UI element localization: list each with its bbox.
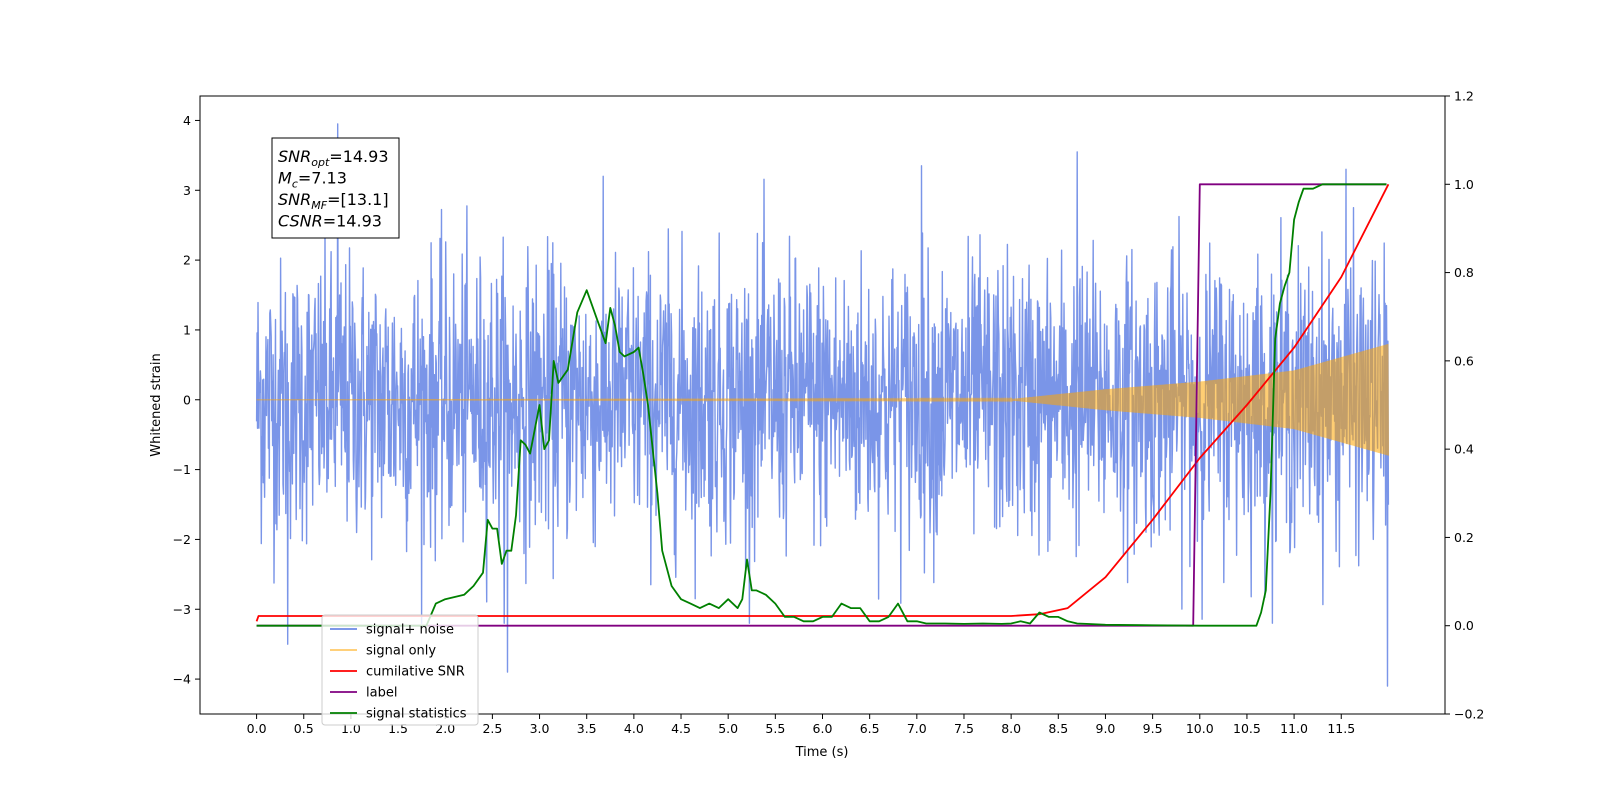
y2-tick-label: −0.2 [1454,707,1484,722]
x-tick-label: 9.0 [1096,721,1116,736]
legend-frame [321,614,479,726]
x-tick-label: 8.5 [1048,721,1068,736]
series-label [256,183,1387,627]
y2-tick-label: 0.6 [1454,353,1474,368]
y-tick-label: −2 [173,532,191,547]
y-axis-label: Whitened strain [149,353,164,456]
legend-label: signal only [366,644,436,659]
plot-area [255,123,1390,687]
x-axis: 0.0 0.5 1.0 1.5 2.0 2.5 3.0 3.5 4.0 4.5 5.0 5.5 6.0 6… [247,714,1355,736]
x-tick-label: 3.5 [577,721,597,736]
y2-tick-label: 0.0 [1454,618,1474,633]
y-axis-right: 1.2 1.0 0.8 0.6 0.4 0.2 0.0 −0.2 [1445,89,1484,722]
series-cumulative-snr [255,183,1390,622]
x-tick-label: 11.5 [1327,721,1355,736]
x-tick-label: 6.5 [860,721,880,736]
annotation-subscript: c [292,178,298,191]
legend-label: cumilative SNR [366,665,465,680]
x-tick-label: 3.0 [530,721,550,736]
y-axis-left: 4 3 2 1 0 −1 −2 −3 −4 [173,113,200,687]
y-tick-label: −1 [173,462,191,477]
y-tick-label: 3 [183,183,191,198]
y-tick-label: −3 [173,602,191,617]
annotation-line: Mc=7.13 [278,169,347,191]
legend-label: signal+ noise [366,623,454,638]
annotation-symbol: SNR [278,190,311,209]
x-tick-label: 5.0 [718,721,738,736]
y-tick-label: 1 [183,322,191,337]
x-tick-label: 0.0 [247,721,267,736]
annotation-value: =[13.1] [327,190,389,209]
x-tick-label: 4.5 [671,721,691,736]
annotation-symbol: SNR [278,147,311,166]
annotation-frame [271,137,400,239]
series-signal-noise [255,123,1390,687]
y2-tick-label: 0.8 [1454,265,1474,280]
x-tick-label: 6.0 [813,721,833,736]
annotation-value: =7.13 [298,169,347,188]
y-tick-label: 4 [183,113,191,128]
y2-tick-label: 1.0 [1454,177,1474,192]
series-signal-statistics [256,183,1387,627]
annotation-line: SNRopt=14.93 [278,147,389,169]
legend-label: label [366,686,397,701]
x-tick-label: 9.5 [1143,721,1163,736]
x-tick-label: 7.0 [907,721,927,736]
annotation-value: =14.93 [329,147,388,166]
x-tick-label: 7.5 [954,721,974,736]
annotation-box: SNRopt=14.93Mc=7.13SNRMF=[13.1]CSNR=14.9… [271,137,400,239]
y-tick-label: −4 [173,672,191,687]
annotation-symbol: CSNR [278,212,323,231]
annotation-line: SNRMF=[13.1] [278,190,389,212]
y2-tick-label: 0.4 [1454,442,1474,457]
annotation-subscript: MF [311,199,327,212]
x-tick-label: 11.0 [1280,721,1308,736]
legend: signal+ noise signal only cumilative SNR la… [321,614,479,726]
y2-tick-label: 1.2 [1454,89,1474,104]
annotation-value: =14.93 [323,212,382,231]
x-tick-label: 10.0 [1186,721,1214,736]
series-signal-only [256,343,1389,456]
series-layer [255,123,1390,687]
x-tick-label: 4.0 [624,721,644,736]
x-tick-label: 2.5 [482,721,502,736]
x-tick-label: 8.0 [1001,721,1021,736]
x-axis-label: Time (s) [795,745,849,760]
x-tick-label: 0.5 [294,721,314,736]
annotation-subscript: opt [311,156,330,169]
y-tick-label: 2 [183,253,191,268]
x-tick-label: 5.5 [765,721,785,736]
annotation-line: CSNR=14.93 [278,212,382,231]
x-tick-label: 10.5 [1233,721,1261,736]
annotation-symbol: M [278,169,292,188]
y2-tick-label: 0.2 [1454,530,1474,545]
legend-label: signal statistics [366,707,467,722]
y-tick-label: 0 [183,392,191,407]
